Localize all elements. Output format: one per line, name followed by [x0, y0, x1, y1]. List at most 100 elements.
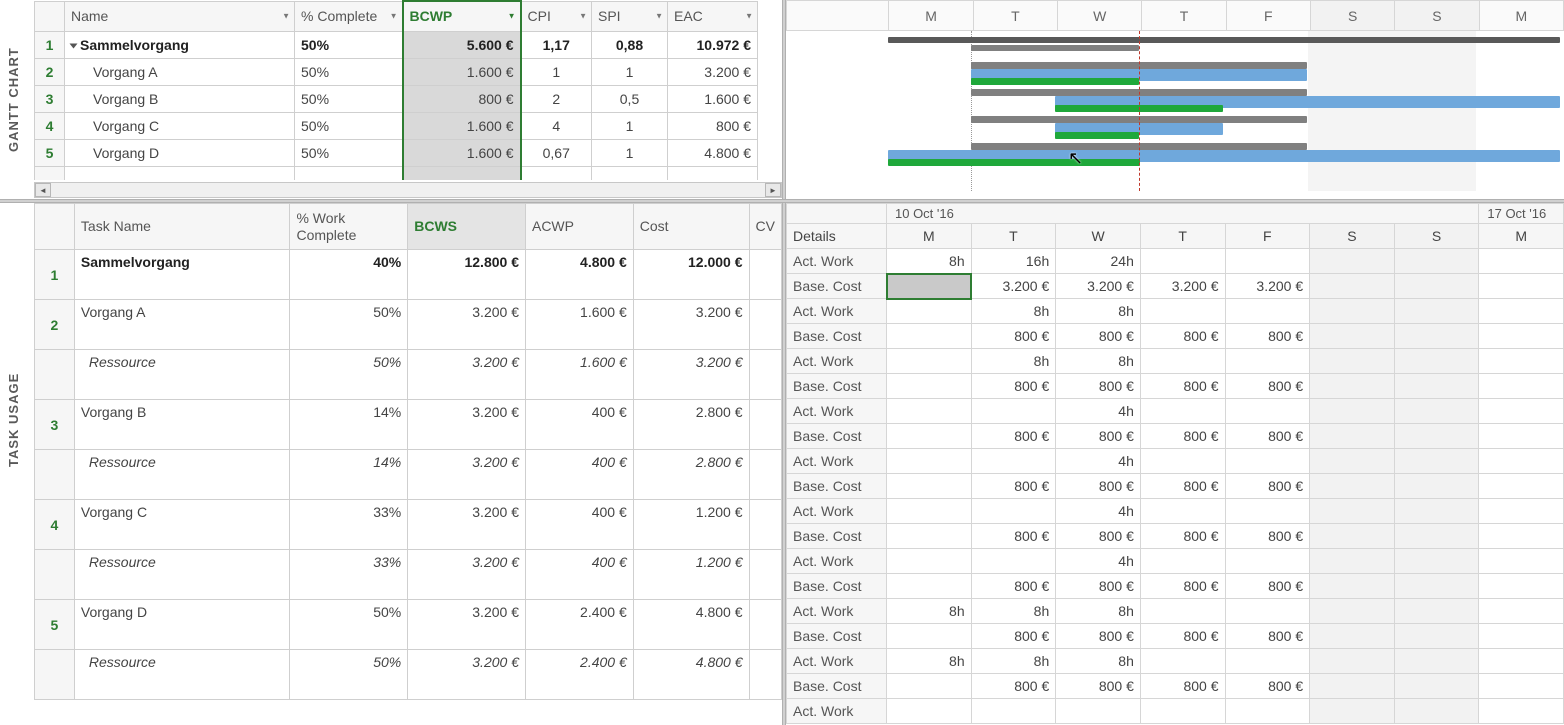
- tp-cell[interactable]: 800 €: [971, 474, 1056, 499]
- tp-cell[interactable]: 800 €: [971, 574, 1056, 599]
- gantt-timeline-header[interactable]: MTWTFSSM: [786, 0, 1564, 31]
- tp-cell[interactable]: [1394, 324, 1479, 349]
- gantt-bar-row[interactable]: [786, 31, 1564, 58]
- tp-row[interactable]: Base. Cost800 €800 €800 €800 €: [787, 424, 1564, 449]
- tp-cell[interactable]: [1140, 349, 1225, 374]
- tp-cell[interactable]: 4h: [1056, 549, 1141, 574]
- gantt-day-header[interactable]: S: [1310, 1, 1394, 31]
- tp-row[interactable]: Act. Work4h: [787, 499, 1564, 524]
- tp-row[interactable]: Base. Cost800 €800 €800 €800 €: [787, 674, 1564, 699]
- tp-cell[interactable]: [887, 524, 972, 549]
- task-row[interactable]: 4Vorgang C50%1.600 €41800 €: [35, 112, 758, 139]
- tp-cell[interactable]: [1225, 299, 1310, 324]
- tp-cell[interactable]: 800 €: [1056, 324, 1141, 349]
- tp-cell[interactable]: [1225, 699, 1310, 724]
- tp-cell[interactable]: [1394, 299, 1479, 324]
- tp-cell[interactable]: [887, 549, 972, 574]
- gantt-day-header[interactable]: F: [1226, 1, 1310, 31]
- tp-cell[interactable]: 800 €: [1225, 374, 1310, 399]
- tp-cell[interactable]: [1394, 524, 1479, 549]
- tp-cell[interactable]: 4h: [1056, 499, 1141, 524]
- tp-cell[interactable]: [1479, 699, 1564, 724]
- tp-cell[interactable]: 800 €: [1140, 524, 1225, 549]
- tp-cell[interactable]: 800 €: [1056, 674, 1141, 699]
- task-usage-grid[interactable]: Task Name% WorkCompleteBCWSACWPCostCV1Sa…: [34, 203, 782, 700]
- tp-row[interactable]: Base. Cost800 €800 €800 €800 €: [787, 374, 1564, 399]
- tp-cell[interactable]: 800 €: [1140, 474, 1225, 499]
- tp-cell[interactable]: 800 €: [1140, 424, 1225, 449]
- tp-cell[interactable]: 8h: [887, 599, 972, 624]
- tp-cell[interactable]: [887, 699, 972, 724]
- tp-cell[interactable]: [1225, 499, 1310, 524]
- tp-row[interactable]: Act. Work4h: [787, 449, 1564, 474]
- tp-cell[interactable]: 8h: [971, 649, 1056, 674]
- tp-cell[interactable]: 800 €: [1056, 424, 1141, 449]
- tp-cell[interactable]: [1140, 599, 1225, 624]
- tp-cell[interactable]: 800 €: [1140, 324, 1225, 349]
- tp-cell[interactable]: [887, 474, 972, 499]
- tp-cell[interactable]: [1479, 324, 1564, 349]
- tp-cell[interactable]: [1394, 674, 1479, 699]
- col-header--work-complete[interactable]: % WorkComplete: [290, 204, 408, 250]
- tp-cell[interactable]: 800 €: [1140, 624, 1225, 649]
- tp-cell[interactable]: [887, 424, 972, 449]
- tp-day-header[interactable]: T: [971, 224, 1056, 249]
- tp-cell[interactable]: [1479, 674, 1564, 699]
- tp-cell[interactable]: 800 €: [971, 424, 1056, 449]
- tp-day-header[interactable]: M: [887, 224, 972, 249]
- tp-cell[interactable]: 3.200 €: [1225, 274, 1310, 299]
- scroll-right-icon[interactable]: ►: [765, 183, 781, 197]
- tp-cell[interactable]: [1140, 299, 1225, 324]
- tp-cell[interactable]: [1479, 474, 1564, 499]
- tp-cell[interactable]: [1394, 574, 1479, 599]
- gantt-day-header[interactable]: M: [889, 1, 973, 31]
- tp-cell[interactable]: 800 €: [1140, 674, 1225, 699]
- tp-cell[interactable]: [1479, 574, 1564, 599]
- tp-cell[interactable]: [1225, 249, 1310, 274]
- tp-cell[interactable]: [1310, 599, 1395, 624]
- tp-cell[interactable]: [1394, 399, 1479, 424]
- tp-cell[interactable]: 3.200 €: [1140, 274, 1225, 299]
- task-row[interactable]: 2Vorgang A50%3.200 €1.600 €3.200 €: [35, 300, 782, 350]
- tp-cell[interactable]: [887, 674, 972, 699]
- tp-cell[interactable]: [1225, 549, 1310, 574]
- tp-cell[interactable]: 8h: [971, 599, 1056, 624]
- tp-cell[interactable]: 3.200 €: [1056, 274, 1141, 299]
- tp-cell[interactable]: [1310, 699, 1395, 724]
- tp-day-header[interactable]: W: [1056, 224, 1141, 249]
- tp-cell[interactable]: [1225, 349, 1310, 374]
- tp-day-header[interactable]: M: [1479, 224, 1564, 249]
- tp-cell[interactable]: [1479, 399, 1564, 424]
- gantt-grid[interactable]: Name▼% Complete▼BCWP▼CPI▼SPI▼EAC▼1Sammel…: [34, 0, 758, 180]
- tp-row[interactable]: Act. Work8h16h24h: [787, 249, 1564, 274]
- tp-cell[interactable]: 800 €: [1225, 674, 1310, 699]
- tp-cell[interactable]: [1394, 499, 1479, 524]
- tp-cell[interactable]: [1394, 474, 1479, 499]
- gantt-grid-hscroll[interactable]: ◄ ►: [34, 182, 782, 198]
- tp-cell[interactable]: 800 €: [1225, 424, 1310, 449]
- tp-cell[interactable]: [1225, 449, 1310, 474]
- tp-cell[interactable]: 8h: [971, 349, 1056, 374]
- tp-cell[interactable]: [1479, 649, 1564, 674]
- col-header-bcws[interactable]: BCWS: [408, 204, 526, 250]
- tp-cell[interactable]: [1310, 649, 1395, 674]
- tp-cell[interactable]: [1479, 274, 1564, 299]
- tp-cell[interactable]: 800 €: [971, 624, 1056, 649]
- tp-cell[interactable]: 8h: [887, 249, 972, 274]
- col-header--complete[interactable]: % Complete▼: [295, 1, 403, 31]
- tp-cell[interactable]: [1394, 374, 1479, 399]
- tp-cell[interactable]: [1479, 549, 1564, 574]
- tp-cell[interactable]: [1056, 699, 1141, 724]
- task-row[interactable]: 1Sammelvorgang50%5.600 €1,170,8810.972 €: [35, 31, 758, 58]
- gantt-bar-row[interactable]: [786, 139, 1564, 166]
- task-row[interactable]: 4Vorgang C33%3.200 €400 €1.200 €: [35, 500, 782, 550]
- tp-cell[interactable]: [1310, 674, 1395, 699]
- col-header-spi[interactable]: SPI▼: [592, 1, 668, 31]
- col-header-name[interactable]: Name▼: [65, 1, 295, 31]
- task-row[interactable]: 5Vorgang D50%3.200 €2.400 €4.800 €: [35, 600, 782, 650]
- tp-cell[interactable]: [1394, 274, 1479, 299]
- tp-cell[interactable]: [887, 274, 972, 299]
- tp-cell[interactable]: [887, 374, 972, 399]
- tp-cell[interactable]: [887, 574, 972, 599]
- tp-row[interactable]: Base. Cost800 €800 €800 €800 €: [787, 324, 1564, 349]
